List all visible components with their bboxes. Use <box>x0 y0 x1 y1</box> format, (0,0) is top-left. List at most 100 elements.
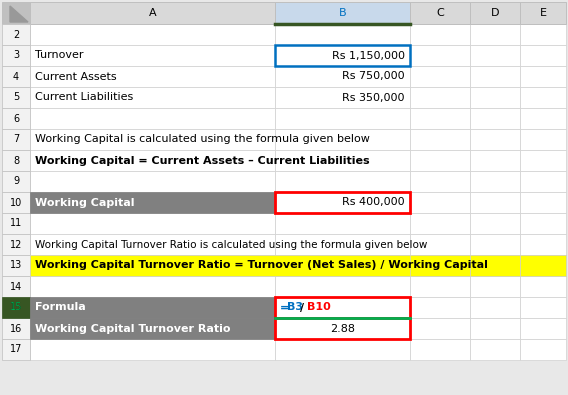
Bar <box>275 2 410 24</box>
Bar <box>520 87 566 108</box>
Text: Rs 1,150,000: Rs 1,150,000 <box>332 51 405 60</box>
Bar <box>520 2 566 24</box>
Bar <box>275 318 410 339</box>
Text: =: = <box>280 303 289 312</box>
Bar <box>470 150 520 171</box>
Bar <box>275 297 410 318</box>
Bar <box>520 45 566 66</box>
Bar <box>470 339 520 360</box>
Bar <box>275 45 410 66</box>
Text: 15: 15 <box>10 303 22 312</box>
Bar <box>470 213 520 234</box>
Bar <box>30 45 275 66</box>
Bar <box>275 234 410 255</box>
Text: 5: 5 <box>13 92 19 102</box>
Text: Working Capital: Working Capital <box>35 198 135 207</box>
Text: Current Liabilities: Current Liabilities <box>35 92 133 102</box>
Bar <box>275 192 410 213</box>
Bar <box>520 66 566 87</box>
Bar <box>2 171 30 192</box>
Bar <box>410 255 470 276</box>
Bar <box>30 66 275 87</box>
Bar <box>410 129 470 150</box>
Bar <box>30 192 275 213</box>
Bar <box>520 339 566 360</box>
Bar <box>275 255 410 276</box>
Bar <box>2 234 30 255</box>
Bar <box>410 318 470 339</box>
Text: Rs 400,000: Rs 400,000 <box>343 198 405 207</box>
Text: Formula: Formula <box>35 303 86 312</box>
Bar <box>410 192 470 213</box>
Bar <box>275 129 410 150</box>
Text: Working Capital Turnover Ratio: Working Capital Turnover Ratio <box>35 324 231 333</box>
Bar <box>520 108 566 129</box>
Bar <box>275 297 410 318</box>
Bar <box>30 171 275 192</box>
Bar <box>2 24 30 45</box>
Text: B10: B10 <box>307 303 331 312</box>
Bar <box>470 24 520 45</box>
Bar <box>410 24 470 45</box>
Text: Rs 350,000: Rs 350,000 <box>343 92 405 102</box>
Text: 12: 12 <box>10 239 22 250</box>
Bar <box>520 192 566 213</box>
Bar <box>30 213 275 234</box>
Text: Rs 750,000: Rs 750,000 <box>343 71 405 81</box>
Bar <box>470 192 520 213</box>
Text: 7: 7 <box>13 135 19 145</box>
Text: B3: B3 <box>287 303 303 312</box>
Bar <box>30 234 275 255</box>
Text: 13: 13 <box>10 260 22 271</box>
Bar <box>410 213 470 234</box>
Bar <box>520 276 566 297</box>
Text: Working Capital = Current Assets – Current Liabilities: Working Capital = Current Assets – Curre… <box>35 156 370 166</box>
Text: B: B <box>339 8 346 18</box>
Polygon shape <box>10 6 28 22</box>
Bar <box>275 339 410 360</box>
Bar <box>30 339 275 360</box>
Bar <box>520 24 566 45</box>
Text: Working Capital is calculated using the formula given below: Working Capital is calculated using the … <box>35 135 370 145</box>
Text: Turnover: Turnover <box>35 51 83 60</box>
Bar <box>30 276 275 297</box>
Bar <box>520 297 566 318</box>
Bar <box>30 108 275 129</box>
Bar <box>275 276 410 297</box>
Bar <box>30 318 275 339</box>
Bar <box>275 66 410 87</box>
Bar <box>470 255 520 276</box>
Bar <box>2 150 30 171</box>
Bar <box>470 108 520 129</box>
Text: 4: 4 <box>13 71 19 81</box>
Bar <box>470 276 520 297</box>
Bar <box>520 150 566 171</box>
Bar <box>410 108 470 129</box>
Bar <box>410 171 470 192</box>
Text: A: A <box>149 8 156 18</box>
Bar <box>2 2 30 24</box>
Bar <box>30 192 275 213</box>
Bar <box>470 129 520 150</box>
Bar <box>2 213 30 234</box>
Bar <box>30 255 275 276</box>
Bar <box>275 192 410 213</box>
Bar <box>2 108 30 129</box>
Bar <box>275 108 410 129</box>
Bar <box>520 255 566 276</box>
Text: 15: 15 <box>10 303 22 312</box>
Bar <box>470 2 520 24</box>
Text: 10: 10 <box>10 198 22 207</box>
Bar <box>30 297 275 318</box>
Bar <box>410 255 470 276</box>
Bar <box>30 2 275 24</box>
Bar <box>470 318 520 339</box>
Bar <box>30 24 275 45</box>
Bar <box>410 45 470 66</box>
Bar <box>410 150 470 171</box>
Text: 16: 16 <box>10 324 22 333</box>
Bar <box>470 234 520 255</box>
Bar <box>275 318 410 339</box>
Bar <box>2 87 30 108</box>
Text: 11: 11 <box>10 218 22 228</box>
